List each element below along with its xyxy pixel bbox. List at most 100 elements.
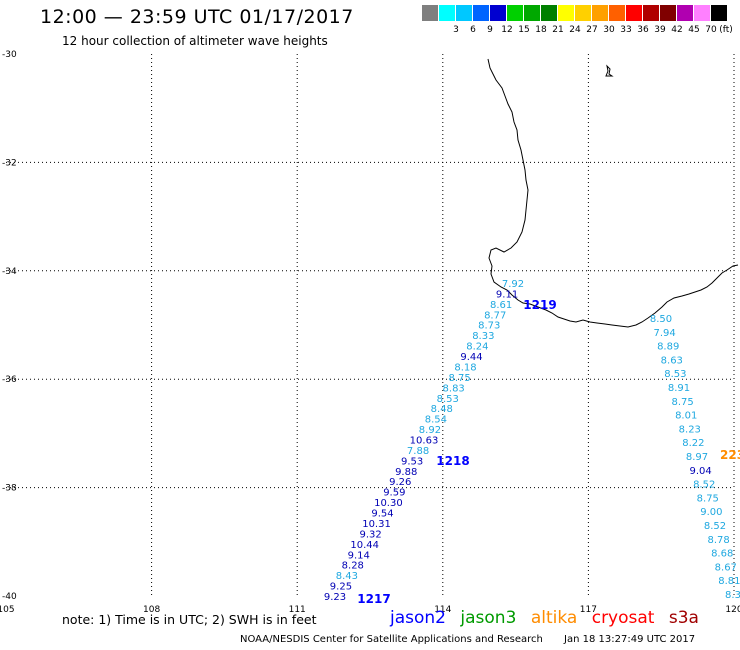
axis-tick-labels: -30 -32 -34 -36 -38 -40 105 108 111 114 117 120 [0, 50, 740, 615]
scale-label: 3 [453, 25, 459, 35]
track-value: 9.53 [401, 456, 423, 467]
track-value: 9.11 [496, 289, 518, 300]
track-value: 8.18 [454, 362, 476, 373]
scale-swatch [439, 5, 455, 21]
track-value: 10.30 [374, 498, 403, 509]
track-west-values: 7.929.118.618.778.738.338.249.448.188.75… [324, 279, 524, 603]
footer: NOAA/NESDIS Center for Satellite Applica… [240, 634, 695, 645]
legend-s3a: s3a [668, 608, 699, 628]
scale-label: 39 [654, 25, 666, 35]
track-value: 9.88 [395, 467, 417, 478]
track-value: 8.91 [668, 383, 690, 394]
track-value: 10.31 [362, 519, 391, 530]
track-value: 9.59 [383, 488, 405, 499]
lon-tick-label: 120 [725, 605, 740, 615]
track-value: 8.52 [693, 480, 715, 491]
track-value: 8.92 [419, 425, 441, 436]
scale-swatch [558, 5, 574, 21]
track-value: 10.44 [350, 540, 379, 551]
scale-swatch [711, 5, 727, 21]
scale-label: 12 [501, 25, 513, 35]
scale-label: 21 [552, 25, 564, 35]
track-value: 9.04 [689, 466, 711, 477]
track-value: 8.89 [657, 342, 679, 353]
lon-tick-label: 111 [289, 605, 306, 615]
track-value: 8.61 [490, 300, 512, 311]
scale-label: 24 [569, 25, 581, 35]
track-value: 10.63 [410, 436, 439, 447]
scale-swatch [677, 5, 693, 21]
track-value: 9.32 [359, 529, 381, 540]
track-value: 8.43 [336, 571, 358, 582]
track-value: 8.23 [679, 424, 701, 435]
track-value: 8.28 [342, 561, 364, 572]
note-text: note: 1) Time is in UTC; 2) SWH is in fe… [62, 612, 317, 627]
time-label: 1219 [523, 298, 556, 312]
track-value: 8.75 [671, 397, 693, 408]
time-label: 1218 [436, 454, 469, 468]
track-east-values: 8.50 7.94 8.89 8.63 8.53 8.91 8.75 8.01 8.23 8.22… [650, 314, 740, 601]
scale-label: 9 [487, 25, 493, 35]
track-value: 9.00 [700, 507, 722, 518]
scale-swatch [575, 5, 591, 21]
track-value: 9.54 [371, 509, 393, 520]
lat-tick-label: -32 [2, 158, 17, 168]
scale-swatch [490, 5, 506, 21]
scale-label: 45 [688, 25, 700, 35]
track-value: 9.44 [460, 352, 482, 363]
legend-jason3: jason3 [460, 608, 517, 628]
lon-tick-label: 105 [0, 605, 15, 615]
scale-swatch [541, 5, 557, 21]
lat-tick-label: -38 [2, 484, 17, 494]
scale-swatch [660, 5, 676, 21]
lat-tick-label: -40 [2, 592, 17, 602]
track-value: 8.77 [484, 310, 506, 321]
scale-swatch [473, 5, 489, 21]
track-value: 7.88 [407, 446, 429, 457]
island-coastline [605, 64, 614, 77]
lon-tick-label: 114 [434, 605, 451, 615]
lon-tick-label: 108 [143, 605, 160, 615]
scale-swatch [507, 5, 523, 21]
scale-swatch [626, 5, 642, 21]
scale-swatch [643, 5, 659, 21]
track-value: 8.53 [664, 369, 686, 380]
footer-timestamp: Jan 18 13:27:49 UTC 2017 [564, 634, 696, 645]
track-value: 9.23 [324, 592, 346, 603]
track-value: 8.01 [675, 411, 697, 422]
scale-swatch [456, 5, 472, 21]
track-value: 8.75 [448, 373, 470, 384]
lat-tick-label: -34 [2, 267, 17, 277]
scale-swatch [609, 5, 625, 21]
page-subtitle: 12 hour collection of altimeter wave hei… [62, 34, 328, 48]
track-value: 8.73 [478, 321, 500, 332]
page-title: 12:00 — 23:59 UTC 01/17/2017 [40, 6, 354, 28]
track-value: 8.67 [715, 562, 737, 573]
scale-label: 36 [637, 25, 649, 35]
track-value: 8.52 [704, 521, 726, 532]
legend-jason2: jason2 [390, 608, 446, 628]
scale-label: 27 [586, 25, 598, 35]
time-label: 1217 [357, 592, 390, 606]
track-value: 8.33 [472, 331, 494, 342]
track-value: 8.78 [707, 535, 729, 546]
time-label: 223 [720, 448, 740, 462]
track-value: 7.94 [653, 328, 675, 339]
track-value: 9.25 [330, 582, 352, 593]
track-value: 8.97 [686, 452, 708, 463]
track-value: 8.75 [697, 493, 719, 504]
lat-tick-label: -36 [2, 375, 17, 385]
scale-unit: (ft) [719, 25, 733, 35]
track-value: 8.83 [443, 383, 465, 394]
track-value: 8.53 [437, 394, 459, 405]
lat-tick-label: -30 [2, 50, 17, 60]
track-value: 8.24 [466, 342, 488, 353]
scale-label: 70 [705, 25, 717, 35]
footer-credit: NOAA/NESDIS Center for Satellite Applica… [240, 634, 543, 645]
track-value: 8.81 [718, 576, 740, 587]
legend-cryosat: cryosat [591, 608, 655, 628]
track-value: 8.48 [431, 404, 453, 415]
legend-altika: altika [530, 608, 578, 628]
track-value: 8.54 [425, 415, 447, 426]
